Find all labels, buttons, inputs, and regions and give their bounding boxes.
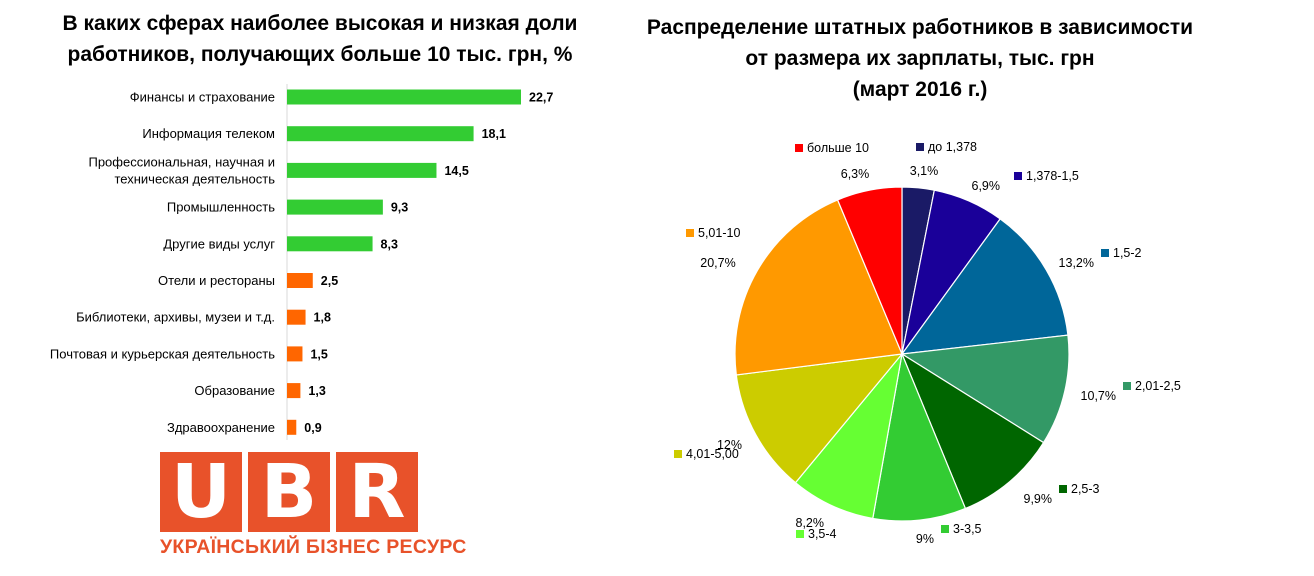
legend-swatch <box>1123 382 1131 390</box>
bar <box>287 346 303 362</box>
slice-name-label: 1,378-1,5 <box>1026 169 1079 183</box>
logo-letter-r: R <box>336 452 418 532</box>
value-label: 1,5 <box>310 347 327 361</box>
pie-slice <box>836 186 903 355</box>
value-label: 0,9 <box>304 421 321 435</box>
slice-percent-label: 12% <box>717 438 742 452</box>
slice-percent-label: 20,7% <box>700 256 735 270</box>
slice-name-label: больше 10 <box>807 141 869 155</box>
category-label: Здравоохранение <box>167 420 275 435</box>
logo-letter-u: U <box>160 452 242 532</box>
slice-name-label: 4,01-5,00 <box>686 447 739 461</box>
pie-chart: 3,1% до 1,378 6,9% 1,378-1,5 13,2% 1,5-2 10,7%… <box>674 140 1181 546</box>
value-label: 9,3 <box>391 201 408 215</box>
slice-name-label: 3,5-4 <box>808 527 837 541</box>
value-label: 8,3 <box>381 237 398 251</box>
slice-percent-label: 13,2% <box>1059 256 1094 270</box>
pie-chart-title: Распределение штатных работников в завис… <box>646 16 1194 101</box>
category-label: Профессиональная, научная и техническая д… <box>88 154 275 186</box>
slice-name-label: 2,01-2,5 <box>1135 379 1181 393</box>
legend-swatch <box>795 144 803 152</box>
slice-name-label: до 1,378 <box>928 140 977 154</box>
category-label: Другие виды услуг <box>163 236 275 251</box>
bar <box>287 309 306 325</box>
pie-slice <box>735 353 904 484</box>
slice-percent-label: 3,1% <box>910 164 939 178</box>
legend-swatch <box>1101 249 1109 257</box>
category-label: Библиотеки, архивы, музеи и т.д. <box>76 310 275 325</box>
legend-swatch <box>674 450 682 458</box>
slice-name-label: 3-3,5 <box>953 522 982 536</box>
value-label: 18,1 <box>482 127 506 141</box>
logo-letters: U B R <box>160 452 420 532</box>
legend-swatch <box>941 525 949 533</box>
category-label: Образование <box>194 383 275 398</box>
legend-swatch <box>686 229 694 237</box>
value-label: 22,7 <box>529 91 553 105</box>
slice-percent-label: 6,3% <box>841 167 870 181</box>
legend-swatch <box>1014 172 1022 180</box>
value-label: 1,3 <box>308 384 325 398</box>
category-label: Почтовая и курьерская деятельность <box>50 346 275 361</box>
slice-name-label: 2,5-3 <box>1071 482 1100 496</box>
bar <box>287 383 301 399</box>
bar <box>287 236 373 252</box>
bar-chart-title: В каких сферах наиболее высокая и низкая… <box>62 12 578 66</box>
value-label: 1,8 <box>314 311 331 325</box>
pie-slice <box>900 218 1069 355</box>
value-label: 2,5 <box>321 274 338 288</box>
value-label: 14,5 <box>444 164 468 178</box>
category-label: Финансы и страхование <box>130 90 275 105</box>
pie-slice <box>872 351 967 522</box>
bar <box>287 126 474 142</box>
pie-slice <box>900 334 1070 444</box>
category-label: Отели и рестораны <box>158 273 275 288</box>
logo-tagline: УКРАЇНСЬКИЙ БІЗНЕС РЕСУРС <box>160 536 467 558</box>
slice-percent-label: 6,9% <box>972 179 1001 193</box>
bar <box>287 273 313 288</box>
ubr-logo: U B R УКРАЇНСЬКИЙ БІЗНЕС РЕСУРС <box>160 452 467 562</box>
bar <box>287 199 383 215</box>
slice-percent-label: 9% <box>916 532 934 546</box>
pie-slice <box>900 352 1045 510</box>
bar <box>287 89 521 105</box>
slice-percent-label: 9,9% <box>1024 492 1053 506</box>
slice-percent-label: 8,2% <box>796 516 825 530</box>
legend-swatch <box>916 143 924 151</box>
legend-swatch <box>1059 485 1067 493</box>
logo-letter-b: B <box>248 452 330 532</box>
slice-percent-label: 10,7% <box>1081 389 1116 403</box>
bar <box>287 419 297 435</box>
pie-slice <box>734 199 903 376</box>
legend-swatch <box>796 530 804 538</box>
category-label: Информация телеком <box>142 126 275 141</box>
category-label: Промышленность <box>167 200 275 215</box>
slice-name-label: 1,5-2 <box>1113 246 1142 260</box>
bar <box>287 162 437 178</box>
slice-name-label: 5,01-10 <box>698 226 740 240</box>
bar-chart: Финансы и страхование 22,7 Информация теле… <box>50 84 553 440</box>
